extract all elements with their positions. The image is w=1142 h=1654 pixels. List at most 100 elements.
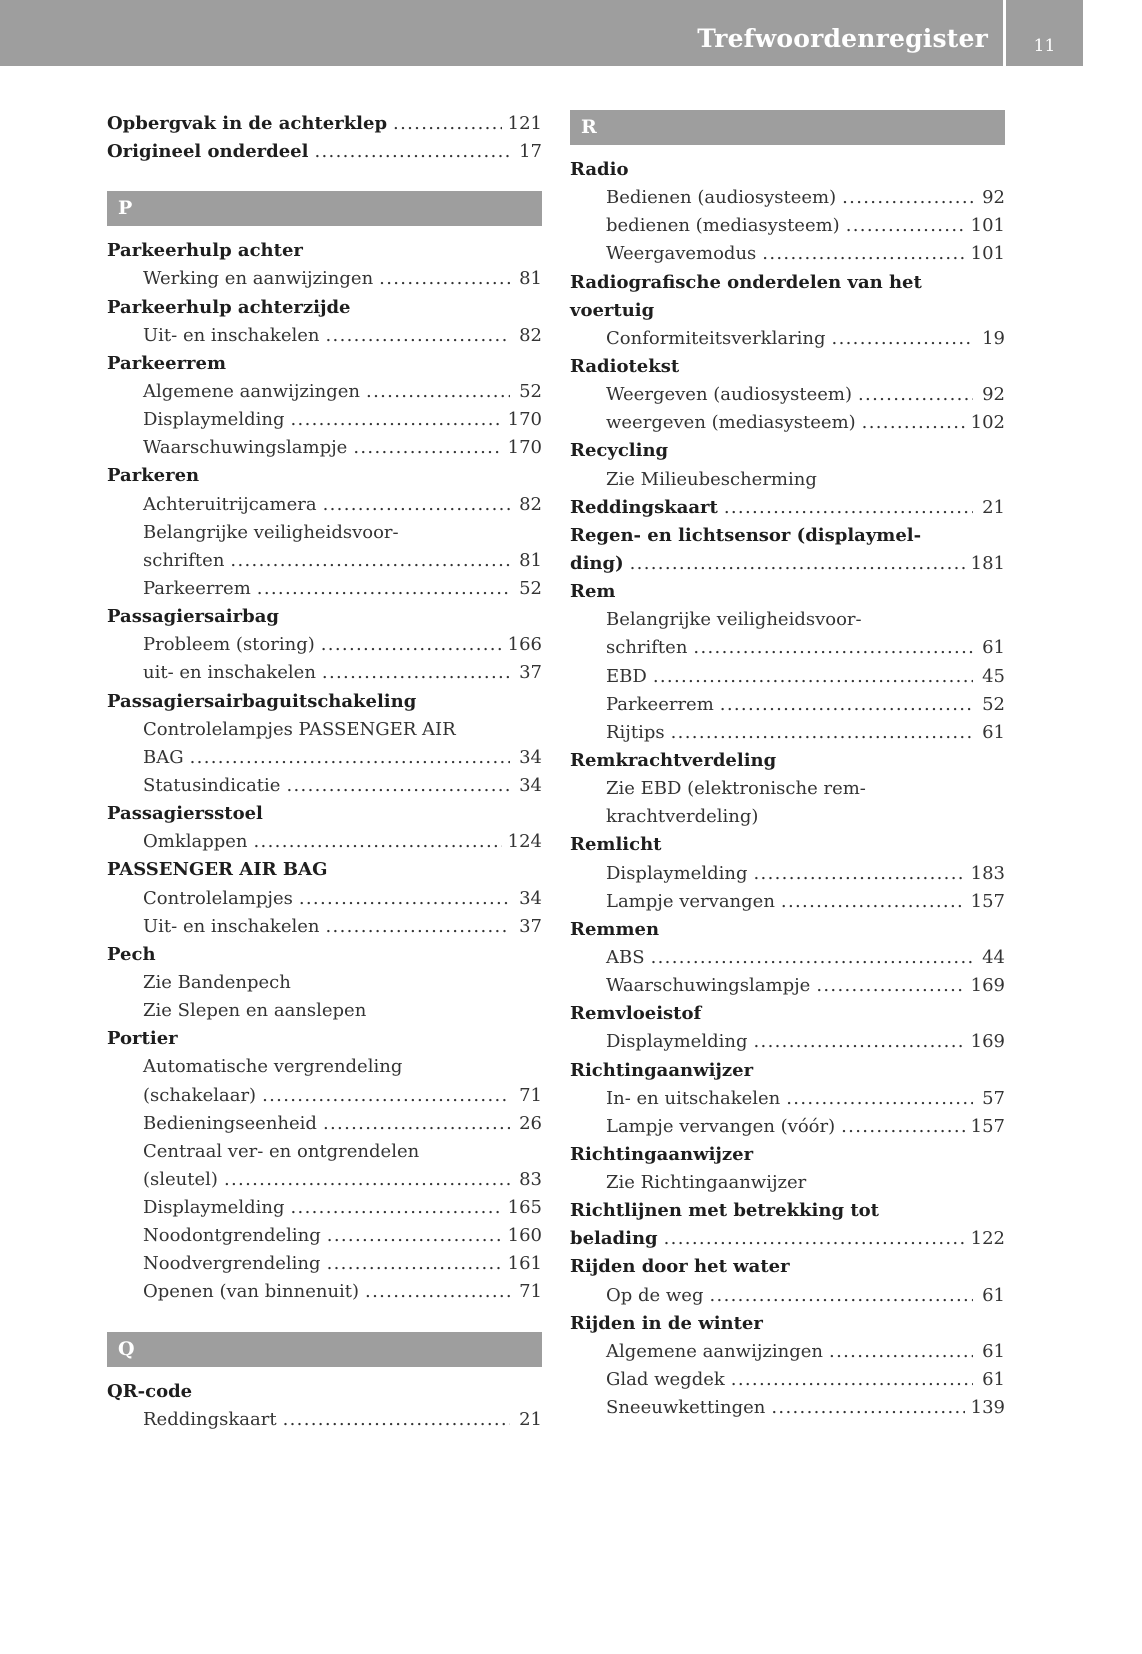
entry-text: Lampje vervangen [606,890,775,912]
section-letter-bar: P [107,191,542,227]
page-reference: 45 [982,665,1005,687]
index-subentry: Reddingskaart 21 [107,1406,542,1434]
entry-text: Zie Bandenpech [143,971,291,993]
entry-text: Rem [570,581,616,603]
entry-text: Conformiteitsverklaring [606,327,826,349]
entry-text: Remvloeistof [570,1003,702,1025]
entry-text: Remlicht [570,834,662,856]
index-entry: Pech [107,941,542,969]
entry-text: Omklappen [143,831,248,853]
entry-text: voertuig [570,299,655,321]
index-entry: Passagiersstoel [107,800,542,828]
dot-leader [762,240,964,268]
entry-text: Displaymelding [143,1197,285,1219]
index-subentry: Weergeven (audiosysteem) 92 [570,381,1005,409]
index-entry: Parkeerhulp achter [107,237,542,265]
entry-text: Recycling [570,440,669,462]
entry-text: Displaymelding [606,1031,748,1053]
entry-text: Algemene aanwijzingen [143,380,361,402]
page-reference: 92 [982,187,1005,209]
page-reference: 169 [970,975,1005,997]
index-entry: PASSENGER AIR BAG [107,856,542,884]
index-entry: Richtlijnen met betrekking tot [570,1197,1005,1225]
index-entry: Richtingaanwijzer [570,1141,1005,1169]
entry-text: Passagiersairbaguitschakeling [107,690,417,712]
index-subentry: Zie Slepen en aanslepen [107,997,542,1025]
index-subentry: ABS 44 [570,944,1005,972]
entry-text: Parkeerhulp achter [107,240,303,262]
page-reference: 61 [982,1284,1005,1306]
page-reference: 170 [507,437,542,459]
page-reference: 101 [970,215,1005,237]
entry-text: Openen (van binnenuit) [143,1281,360,1303]
index-entry: ding) 181 [570,550,1005,578]
page-reference: 21 [982,496,1005,518]
dot-leader [230,547,510,575]
entry-text: Portier [107,1028,178,1050]
index-subentry: In- en uitschakelen 57 [570,1085,1005,1113]
entry-text: Uit- en inschakelen [143,915,320,937]
index-entry: Passagiersairbaguitschakeling [107,688,542,716]
index-entry: Radio [570,156,1005,184]
index-subentry: Lampje vervangen (vóór) 157 [570,1113,1005,1141]
entry-text: Weergeven (audiosysteem) [606,384,852,406]
index-subentry: EBD 45 [570,663,1005,691]
entry-text: krachtverdeling) [606,806,759,828]
index-subentry: Noodontgrendeling 160 [107,1222,542,1250]
dot-leader [379,265,510,293]
page-reference: 124 [507,831,542,853]
page-reference: 34 [519,887,542,909]
page-reference: 71 [519,1084,542,1106]
dot-leader [753,860,964,888]
entry-text: Rijden in de winter [570,1312,763,1334]
dot-leader [314,138,510,166]
dot-leader [321,631,502,659]
index-entry: Richtingaanwijzer [570,1057,1005,1085]
entry-text: In- en uitschakelen [606,1087,781,1109]
index-subentry: Bedienen (audiosysteem) 92 [570,184,1005,212]
entry-text: Radiotekst [570,355,680,377]
dot-leader [862,409,965,437]
page-number: 11 [1033,36,1056,56]
entry-text: Passagiersstoel [107,803,263,825]
entry-text: Bedienen (audiosysteem) [606,187,837,209]
index-subentry: Displaymelding 165 [107,1194,542,1222]
index-subentry: Openen (van binnenuit) 71 [107,1278,542,1306]
entry-text: Regen- en lichtsensor (displaymel- [570,524,922,546]
entry-text: weergeven (mediasysteem) [606,412,856,434]
index-entry: QR-code [107,1378,542,1406]
index-subentry: schriften 61 [570,634,1005,662]
entry-text: Bedieningseenheid [143,1112,317,1134]
entry-text: BAG [143,746,184,768]
dot-leader [327,1222,502,1250]
entry-text: Belangrijke veiligheidsvoor- [143,521,399,543]
entry-text: QR-code [107,1380,193,1402]
index-column-left: Opbergvak in de achterklep 121 Origineel o… [107,110,542,1434]
entry-text: Werking en aanwijzingen [143,268,374,290]
index-entry: Radiografische onderdelen van het [570,269,1005,297]
page-reference: 183 [970,862,1005,884]
index-subentry: Weergavemodus 101 [570,240,1005,268]
index-entry: Reddingskaart 21 [570,494,1005,522]
index-subentry: Centraal ver- en ontgrendelen [107,1138,542,1166]
index-subentry: Statusindicatie 34 [107,772,542,800]
entry-text: Noodontgrendeling [143,1225,321,1247]
entry-text: schriften [606,637,688,659]
index-entry: Parkeerhulp achterzijde [107,294,542,322]
index-subentry: Controlelampjes 34 [107,885,542,913]
page-reference: 82 [519,493,542,515]
page-reference: 101 [970,243,1005,265]
index-subentry: Uit- en inschakelen 37 [107,913,542,941]
entry-text: Parkeerrem [606,693,714,715]
entry-text: Probleem (storing) [143,634,315,656]
entry-text: Passagiersairbag [107,606,279,628]
page-reference: 19 [982,327,1005,349]
index-subentry: Lampje vervangen 157 [570,888,1005,916]
index-entry: Radiotekst [570,353,1005,381]
page-reference: 21 [519,1408,542,1430]
index-subentry: Glad wegdek 61 [570,1366,1005,1394]
entry-text: Zie Slepen en aanslepen [143,1000,367,1022]
index-subentry: Waarschuwingslampje 169 [570,972,1005,1000]
entry-text: Sneeuwkettingen [606,1397,766,1419]
dot-leader [323,1110,510,1138]
